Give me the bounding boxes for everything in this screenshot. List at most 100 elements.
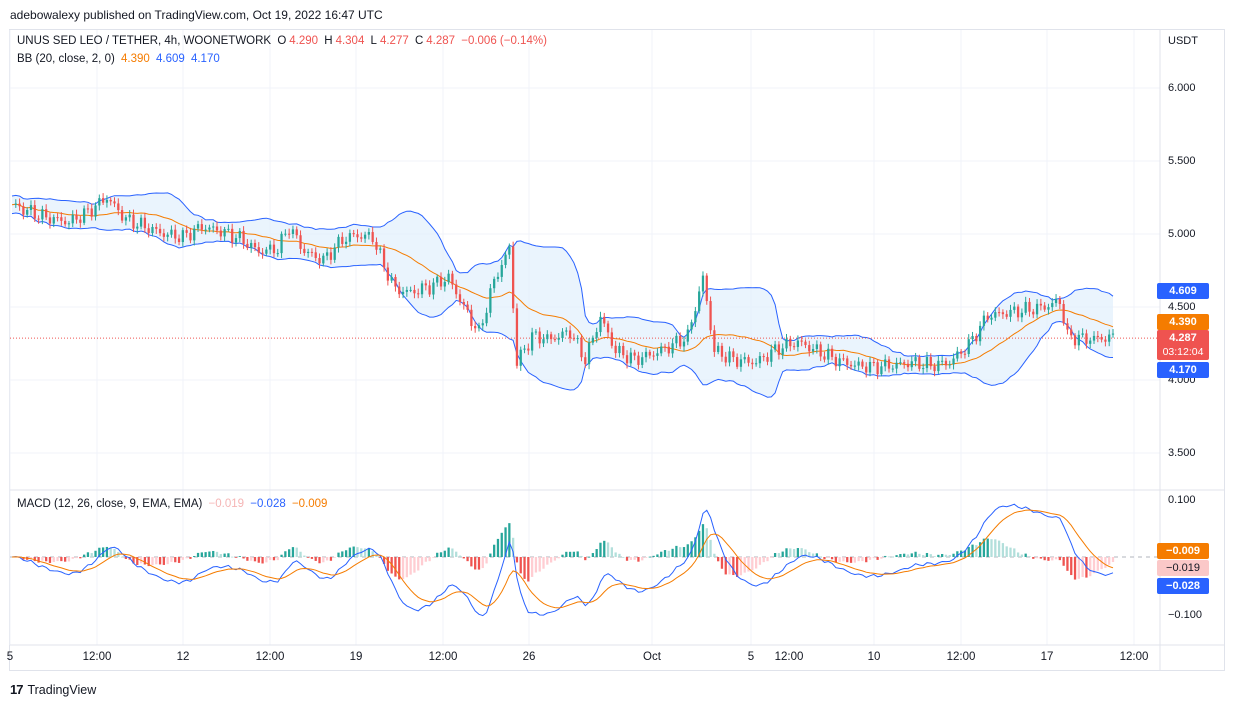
candle-body xyxy=(1043,305,1046,310)
macd-histogram-bar xyxy=(637,557,640,562)
macd-histogram-bar xyxy=(318,557,321,564)
candle-body xyxy=(462,301,465,305)
candle-body xyxy=(876,362,879,375)
candle-body xyxy=(291,229,295,235)
candle-body xyxy=(800,340,803,342)
candle-body xyxy=(705,275,708,302)
x-tick: 19 xyxy=(349,651,363,663)
macd-histogram-bar xyxy=(234,557,238,558)
candle-body xyxy=(561,331,564,339)
candle-body xyxy=(94,205,97,217)
macd-histogram-bar xyxy=(952,553,955,557)
macd-histogram-bar xyxy=(306,557,310,558)
candle-body xyxy=(181,230,184,243)
candle-body xyxy=(838,358,841,367)
bb-upper-value: 4.609 xyxy=(155,53,185,65)
candle-body xyxy=(568,330,572,339)
x-tick: 5 xyxy=(747,651,755,663)
candle-body xyxy=(451,273,454,285)
candle-body xyxy=(162,233,166,237)
macd-histogram-bar xyxy=(561,554,564,557)
candle-body xyxy=(629,352,632,364)
macd-histogram-bar xyxy=(113,548,116,557)
candle-body xyxy=(899,362,902,364)
candle-body xyxy=(1066,323,1069,330)
candle-body xyxy=(717,345,720,352)
candle-body xyxy=(496,276,500,279)
candle-body xyxy=(1092,335,1096,341)
candle-body xyxy=(827,348,830,360)
macd-histogram-bar xyxy=(698,530,701,557)
macd-histogram-bar xyxy=(868,557,872,560)
candle-body xyxy=(151,226,154,234)
macd-histogram-bar xyxy=(815,553,819,557)
candle-body xyxy=(500,264,503,277)
candle-body xyxy=(48,217,52,224)
candle-body xyxy=(344,241,348,244)
macd-histogram-bar xyxy=(231,556,234,558)
macd-legend[interactable]: MACD (12, 26, close, 9, EMA, EMA) −0.019… xyxy=(17,498,330,510)
macd-histogram-bar xyxy=(337,552,340,557)
candle-body xyxy=(280,233,283,254)
macd-histogram-bar xyxy=(641,557,644,561)
macd-histogram-bar xyxy=(189,557,192,559)
candle-body xyxy=(60,217,63,221)
macd-histogram-bar xyxy=(75,557,78,559)
macd-histogram-bar xyxy=(925,552,929,557)
bb-legend[interactable]: BB (20, close, 2, 0) 4.390 4.609 4.170 xyxy=(17,53,223,65)
macd-histogram-bar xyxy=(906,554,910,557)
macd-histogram-bar xyxy=(606,542,610,557)
candle-body xyxy=(337,236,340,248)
candle-body xyxy=(348,233,352,242)
macd-histogram-bar xyxy=(325,557,329,561)
macd-histogram-bar xyxy=(557,557,560,559)
bb-lower-badge: 4.170 xyxy=(1157,362,1209,378)
candle-body xyxy=(390,277,393,281)
macd-histogram-bar xyxy=(777,553,781,557)
macd-histogram-bar xyxy=(1066,557,1069,571)
macd-histogram-bar xyxy=(1108,557,1111,565)
macd-histogram-bar xyxy=(1039,557,1043,559)
macd-histogram-bar xyxy=(853,557,856,563)
candle-body xyxy=(166,234,169,237)
candle-body xyxy=(614,345,617,354)
candle-body xyxy=(143,217,147,229)
candle-body xyxy=(52,217,55,224)
macd-histogram-bar xyxy=(553,557,557,561)
candle-body xyxy=(690,322,693,330)
candle-body xyxy=(652,355,655,357)
candle-body xyxy=(466,304,469,310)
candle-body xyxy=(234,238,238,243)
price-tick: 6.000 xyxy=(1168,82,1196,94)
macd-histogram-bar xyxy=(629,557,632,560)
macd-histogram-bar xyxy=(941,554,944,557)
macd-histogram-bar xyxy=(265,557,268,563)
candle-body xyxy=(656,353,659,356)
macd-histogram-bar xyxy=(379,557,382,558)
candle-body xyxy=(990,317,993,320)
macd-histogram-bar xyxy=(614,552,617,557)
macd-histogram-bar xyxy=(79,557,82,559)
macd-histogram-bar xyxy=(576,551,579,557)
candle-body xyxy=(98,198,101,206)
publish-caption: adebowalexy published on TradingView.com… xyxy=(10,8,383,22)
candle-body xyxy=(120,210,124,221)
bb-basis-badge: 4.390 xyxy=(1157,314,1209,330)
currency-unit[interactable]: USDT xyxy=(1168,35,1198,47)
macd-histogram-bar xyxy=(997,540,1001,557)
macd-histogram-bar xyxy=(857,557,860,562)
macd-histogram-bar xyxy=(253,557,257,562)
candle-body xyxy=(880,366,883,375)
macd-histogram-bar xyxy=(1001,543,1005,557)
candle-body xyxy=(914,357,917,362)
candle-body xyxy=(75,214,78,220)
candle-body xyxy=(891,368,894,370)
candle-body xyxy=(606,323,610,333)
candle-body xyxy=(512,246,515,309)
macd-histogram-bar xyxy=(975,545,978,557)
tradingview-footer[interactable]: 17 TradingView xyxy=(10,682,96,697)
candle-body xyxy=(986,315,989,320)
macd-signal-line xyxy=(11,509,1114,609)
candle-body xyxy=(603,316,606,324)
